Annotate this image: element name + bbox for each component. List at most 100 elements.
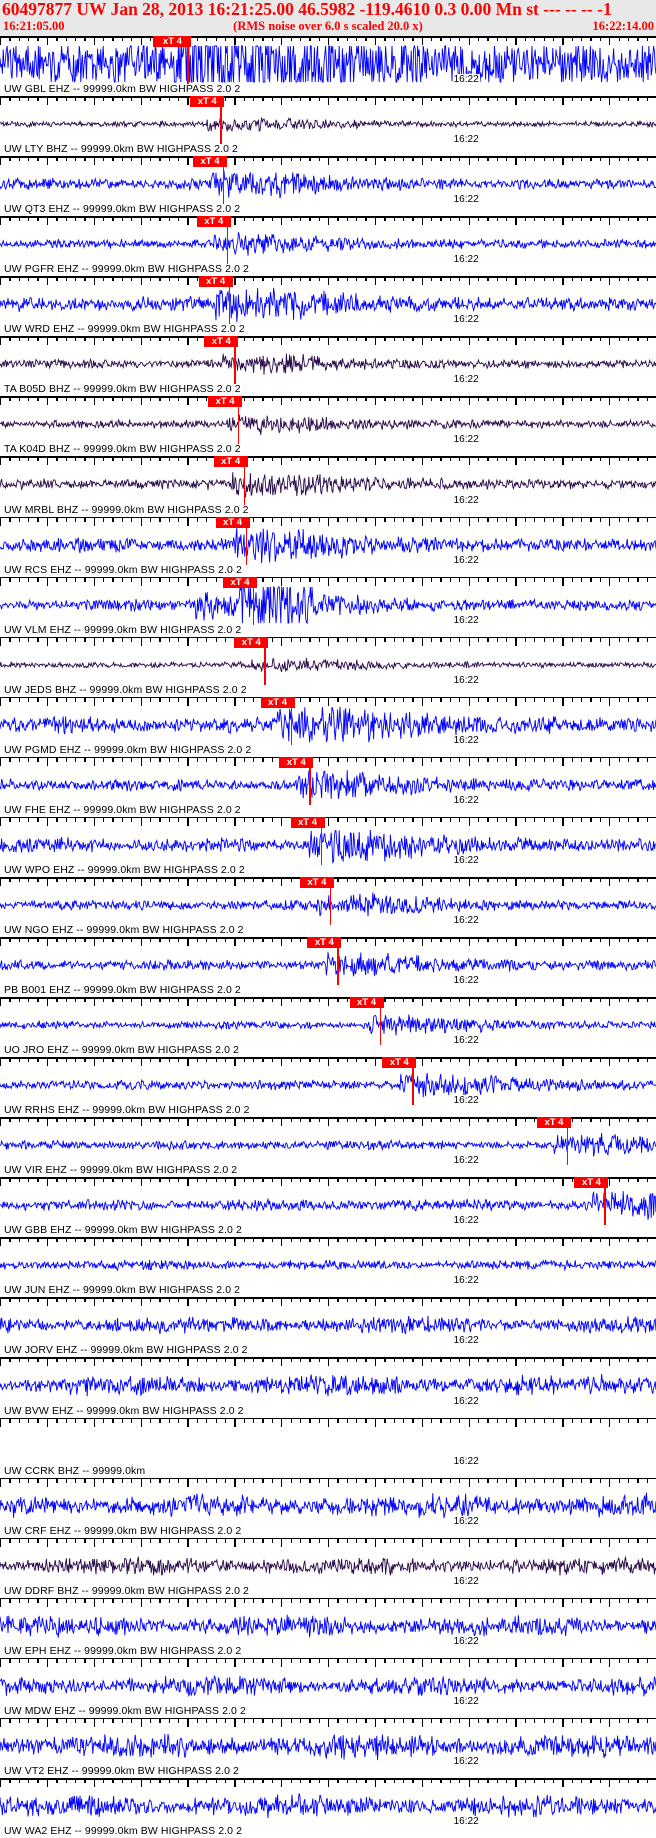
pick-line[interactable] [320, 816, 322, 865]
station-label[interactable]: UW VT2 EHZ -- 99999.0km BW HIGHPASS 2.0 … [4, 1764, 239, 1777]
waveform[interactable] [0, 826, 656, 864]
waveform[interactable] [0, 1306, 656, 1344]
pick-line[interactable] [604, 1177, 606, 1226]
pick-line[interactable] [245, 516, 247, 565]
trace-row[interactable]: xT 4 16:22 UW FHE EHZ -- 99999.0km BW HIGH… [0, 756, 656, 817]
waveform[interactable] [0, 285, 656, 323]
station-label[interactable]: UW LTY BHZ -- 99999.0km BW HIGHPASS 2.0 … [4, 143, 238, 156]
pick-label[interactable]: xT 4 [215, 516, 250, 528]
pick-label[interactable]: xT 4 [536, 1117, 571, 1129]
pick-line[interactable] [228, 276, 231, 325]
station-label[interactable]: UW RCS EHZ -- 99999.0km BW HIGHPASS 2.0 … [4, 563, 242, 576]
station-label[interactable]: UW BVW EHZ -- 99999.0km BW HIGHPASS 2.0 … [4, 1404, 244, 1417]
station-label[interactable]: PB B001 EHZ -- 99999.0km BW HIGHPASS 2.0… [4, 984, 241, 997]
station-label[interactable]: UW NGO EHZ -- 99999.0km BW HIGHPASS 2.0 … [4, 923, 244, 936]
waveform[interactable] [0, 1667, 656, 1705]
trace-row[interactable]: xT 4 16:22 PB B001 EHZ -- 99999.0km BW HIG… [0, 937, 656, 997]
station-label[interactable]: TA B05D BHZ -- 99999.0km BW HIGHPASS 2.0… [4, 383, 241, 396]
waveform[interactable] [0, 345, 656, 383]
station-label[interactable]: UW WA2 EHZ -- 99999.0km BW HIGHPASS 2.0 … [4, 1824, 243, 1837]
station-label[interactable]: UW CRF EHZ -- 99999.0km BW HIGHPASS 2.0 … [4, 1524, 242, 1537]
station-label[interactable]: UW PGMD EHZ -- 99999.0km BW HIGHPASS 2.0… [4, 743, 252, 756]
pick-line[interactable] [337, 937, 339, 986]
waveform[interactable] [0, 1066, 656, 1104]
trace-row[interactable]: xT 4 16:22 UW WPO EHZ -- 99999.0km BW HIGH… [0, 816, 656, 877]
waveform[interactable] [0, 465, 656, 503]
trace-row[interactable]: xT 4 16:22 UW QT3 EHZ -- 99999.0km BW HIGH… [0, 156, 656, 216]
station-label[interactable]: UW EPH EHZ -- 99999.0km BW HIGHPASS 2.0 … [4, 1644, 242, 1657]
trace-row[interactable]: xT 4 16:22 UW JEDS BHZ -- 99999.0km BW HIG… [0, 636, 656, 697]
pick-label[interactable]: xT 4 [290, 816, 325, 828]
trace-row[interactable]: xT 4 16:22 TA B05D BHZ -- 99999.0km BW HIG… [0, 336, 656, 396]
waveform[interactable] [0, 1787, 656, 1825]
trace-row[interactable]: xT 4 16:22 UW LTY BHZ -- 99999.0km BW HIGH… [0, 96, 656, 156]
waveform[interactable] [0, 1006, 656, 1044]
waveform[interactable] [0, 1547, 656, 1585]
trace-row[interactable]: 16:22 UW EPH EHZ -- 99999.0km BW HIGHPASS… [0, 1597, 656, 1658]
waveform[interactable] [0, 405, 656, 443]
trace-row[interactable]: 16:22 UW JORV EHZ -- 99999.0km BW HIGHPAS… [0, 1297, 656, 1357]
trace-row[interactable]: xT 4 16:22 UW NGO EHZ -- 99999.0km BW HIGH… [0, 876, 656, 937]
pick-line[interactable] [187, 36, 189, 85]
trace-row[interactable]: xT 4 16:22 UW PGFR EHZ -- 99999.0km BW HIG… [0, 216, 656, 276]
waveform[interactable] [0, 526, 656, 564]
waveform[interactable] [0, 646, 656, 684]
station-label[interactable]: UW MRBL BHZ -- 99999.0km BW HIGHPASS 2.0… [4, 503, 249, 516]
trace-row[interactable]: xT 4 16:22 TA K04D BHZ -- 99999.0km BW HIG… [0, 396, 656, 456]
station-label[interactable]: UW GBB EHZ -- 99999.0km BW HIGHPASS 2.0 … [4, 1224, 242, 1237]
trace-row[interactable]: 16:22 UW CCRK BHZ -- 99999.0km [0, 1417, 656, 1478]
waveform[interactable] [0, 766, 656, 804]
pick-line[interactable] [329, 876, 332, 925]
station-label[interactable]: UW JEDS BHZ -- 99999.0km BW HIGHPASS 2.0… [4, 683, 247, 696]
trace-row[interactable]: 16:22 UW VT2 EHZ -- 99999.0km BW HIGHPASS… [0, 1717, 656, 1778]
pick-label[interactable]: xT 4 [574, 1177, 609, 1189]
waveform[interactable] [0, 165, 656, 203]
pick-line[interactable] [412, 1057, 414, 1106]
station-label[interactable]: UW CCRK BHZ -- 99999.0km [4, 1464, 146, 1477]
trace-row[interactable]: xT 4 16:22 UW VLM EHZ -- 99999.0km BW HIGH… [0, 576, 656, 637]
pick-line[interactable] [226, 216, 229, 265]
pick-line[interactable] [223, 156, 225, 205]
station-label[interactable]: UW VLM EHZ -- 99999.0km BW HIGHPASS 2.0 … [4, 623, 242, 636]
station-label[interactable]: UW DDRF BHZ -- 99999.0km BW HIGHPASS 2.0… [4, 1584, 249, 1597]
pick-label[interactable]: xT 4 [307, 937, 342, 948]
pick-label[interactable]: xT 4 [193, 156, 228, 168]
trace-row[interactable]: xT 4 16:22 UW GBB EHZ -- 99999.0km BW HIGH… [0, 1177, 656, 1237]
trace-row[interactable]: xT 4 16:22 UW PGMD EHZ -- 99999.0km BW HIG… [0, 696, 656, 757]
pick-label[interactable]: xT 4 [153, 36, 192, 47]
station-label[interactable]: UW JUN EHZ -- 99999.0km BW HIGHPASS 2.0 … [4, 1284, 241, 1297]
trace-row[interactable]: 16:22 UW MDW EHZ -- 99999.0km BW HIGHPASS… [0, 1657, 656, 1718]
waveform[interactable] [0, 1366, 656, 1404]
pick-line[interactable] [243, 456, 246, 505]
waveform[interactable] [0, 105, 656, 143]
pick-label[interactable]: xT 4 [208, 396, 243, 408]
pick-label[interactable]: xT 4 [196, 216, 231, 228]
pick-label[interactable]: xT 4 [279, 756, 314, 768]
pick-line[interactable] [238, 396, 240, 445]
waveform[interactable] [0, 1246, 656, 1284]
waveform[interactable] [0, 1126, 656, 1164]
trace-row[interactable]: 16:22 UW BVW EHZ -- 99999.0km BW HIGHPASS… [0, 1357, 656, 1417]
station-label[interactable]: UW MDW EHZ -- 99999.0km BW HIGHPASS 2.0 … [4, 1704, 246, 1717]
pick-label[interactable]: xT 4 [213, 456, 248, 468]
waveform[interactable] [0, 1727, 656, 1765]
pick-label[interactable]: xT 4 [223, 576, 258, 588]
pick-label[interactable]: xT 4 [382, 1057, 417, 1069]
pick-label[interactable]: xT 4 [299, 876, 334, 888]
pick-line[interactable] [253, 576, 255, 625]
waveform[interactable] [0, 1427, 656, 1465]
pick-label[interactable]: xT 4 [198, 276, 233, 288]
trace-row[interactable]: xT 4 16:22 UW GBL EHZ -- 99999.0km BW HIGH… [0, 36, 656, 96]
station-label[interactable]: UW JORV EHZ -- 99999.0km BW HIGHPASS 2.0… [4, 1344, 248, 1357]
station-label[interactable]: UW WPO EHZ -- 99999.0km BW HIGHPASS 2.0 … [4, 863, 245, 876]
pick-line[interactable] [566, 1117, 569, 1166]
trace-row[interactable]: 16:22 UW DDRF BHZ -- 99999.0km BW HIGHPAS… [0, 1537, 656, 1598]
station-label[interactable]: UW RRHS EHZ -- 99999.0km BW HIGHPASS 2.0… [4, 1104, 250, 1117]
waveform[interactable] [0, 1186, 656, 1224]
waveform[interactable] [0, 706, 656, 744]
pick-line[interactable] [220, 96, 222, 145]
trace-row[interactable]: xT 4 16:22 UW VIR EHZ -- 99999.0km BW HIGH… [0, 1117, 656, 1177]
waveform[interactable] [0, 45, 656, 83]
trace-row[interactable]: xT 4 16:22 UW WRD EHZ -- 99999.0km BW HIGH… [0, 276, 656, 336]
